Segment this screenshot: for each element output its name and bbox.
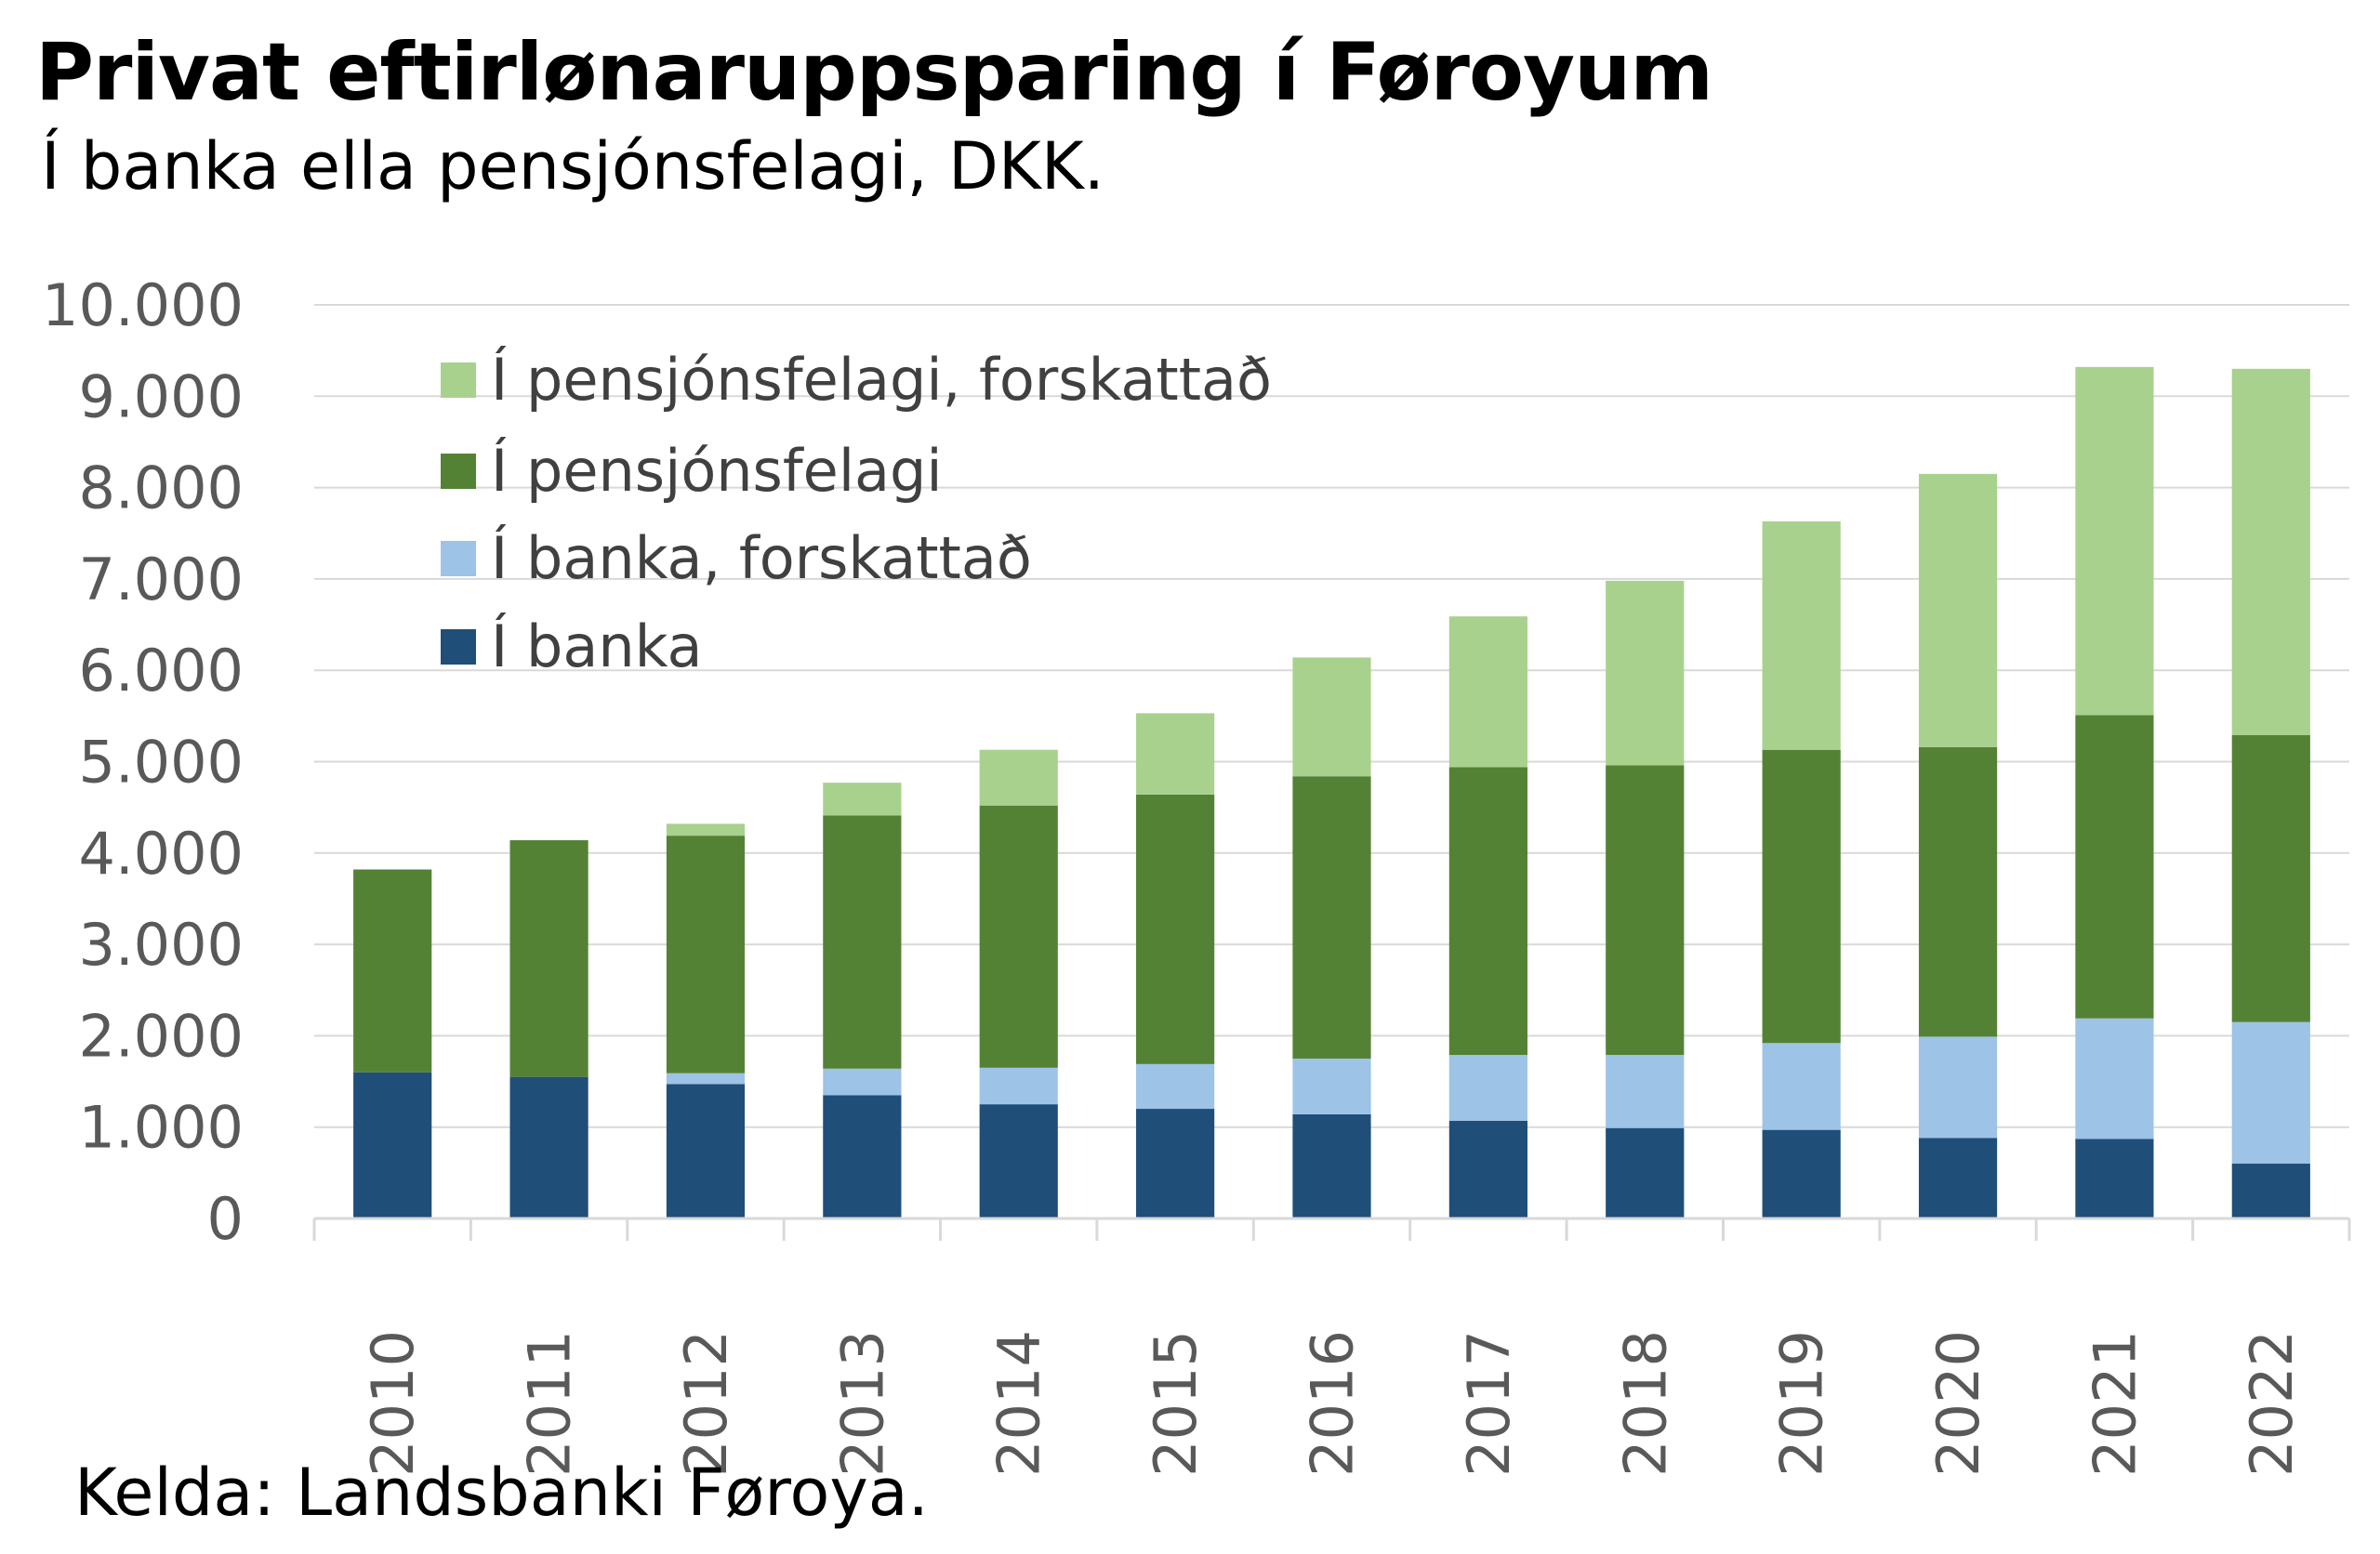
- x-tick-label: 2015: [1142, 1330, 1210, 1477]
- bar-segment: [1762, 749, 1841, 1044]
- y-tick-label: 10.000: [42, 271, 244, 339]
- bar-segment: [979, 1104, 1058, 1218]
- y-tick-label: 5.000: [79, 729, 245, 797]
- bar-segment: [1136, 713, 1215, 795]
- y-tick-label: 3.000: [79, 911, 245, 979]
- bar-segment: [2231, 734, 2310, 1022]
- legend-label: Í pensjónsfelagi: [491, 437, 943, 505]
- x-tick-label: 2019: [1768, 1330, 1836, 1477]
- bar-segment: [2231, 368, 2310, 735]
- bar-segment: [1136, 1063, 1215, 1110]
- bar-segment: [666, 1073, 746, 1085]
- bar-segment: [1448, 767, 1527, 1056]
- bar-segment: [1448, 1055, 1527, 1121]
- bar-segment: [1762, 1129, 1841, 1218]
- x-tick-label: 2014: [985, 1330, 1053, 1477]
- x-tick-label: 2011: [516, 1330, 584, 1477]
- x-tick-label: 2012: [672, 1330, 740, 1477]
- bar-segment: [1918, 746, 1998, 1037]
- bar-segment: [823, 815, 902, 1069]
- legend-swatch: [441, 541, 476, 576]
- legend-swatch: [441, 362, 476, 398]
- bar-segment: [666, 823, 746, 836]
- bar-segment: [1606, 1127, 1685, 1218]
- bar-segment: [823, 1068, 902, 1096]
- chart-subtitle: Í banka ella pensjónsfelagi, DKK.: [41, 128, 1104, 204]
- y-tick-label: 6.000: [79, 637, 245, 705]
- bar-segment: [979, 1067, 1058, 1105]
- y-tick-label: 2.000: [79, 1002, 245, 1070]
- bar-segment: [1136, 1109, 1215, 1218]
- source-note: Kelda: Landsbanki Føroya.: [74, 1455, 929, 1531]
- bar-segment: [353, 869, 432, 1073]
- x-tick-label: 2018: [1611, 1330, 1679, 1477]
- bar-segment: [2075, 366, 2154, 716]
- y-tick-label: 7.000: [79, 546, 245, 613]
- bar-segment: [1606, 765, 1685, 1056]
- bar-segment: [666, 1084, 746, 1218]
- bar-segment: [2231, 1021, 2310, 1165]
- bar-segment: [1448, 616, 1527, 768]
- bar-segment: [1292, 1113, 1371, 1218]
- chart-title: Privat eftirlønaruppsparing í Føroyum: [35, 26, 1713, 119]
- x-tick-label: 2021: [2081, 1330, 2149, 1477]
- bar-segment: [823, 1095, 902, 1218]
- bar-segment: [979, 749, 1058, 806]
- legend-label: Í pensjónsfelagi, forskattað: [491, 346, 1272, 414]
- x-tick-label: 2022: [2238, 1330, 2306, 1477]
- y-tick-label: 4.000: [79, 820, 245, 888]
- x-tick-label: 2010: [359, 1330, 427, 1477]
- bar-segment: [666, 836, 746, 1073]
- x-tick-label: 2020: [1924, 1330, 1992, 1477]
- bar-segment: [979, 805, 1058, 1068]
- bar-segment: [1762, 520, 1841, 750]
- x-tick-label: 2013: [828, 1330, 896, 1477]
- legend-swatch: [441, 454, 476, 489]
- bar-segment: [1292, 776, 1371, 1059]
- bar-segment: [1762, 1043, 1841, 1130]
- x-tick-label: 2016: [1299, 1330, 1367, 1477]
- bar-segment: [1606, 1055, 1685, 1128]
- bar-segment: [1292, 1058, 1371, 1114]
- bar-segment: [509, 840, 588, 1077]
- y-tick-label: 0: [207, 1185, 244, 1253]
- bar-segment: [2075, 715, 2154, 1019]
- bar-segment: [2075, 1018, 2154, 1139]
- x-tick-label: 2017: [1455, 1330, 1523, 1477]
- bar-segment: [1606, 580, 1685, 766]
- bar-segment: [509, 1076, 588, 1218]
- bar-segment: [2231, 1164, 2310, 1218]
- bar-segment: [823, 783, 902, 816]
- bar-segment: [1918, 1036, 1998, 1139]
- bar-segment: [1292, 657, 1371, 777]
- legend-label: Í banka, forskattað: [491, 524, 1032, 592]
- bar-segment: [2075, 1139, 2154, 1218]
- y-tick-label: 9.000: [79, 362, 245, 430]
- legend-label: Í banka: [491, 612, 702, 680]
- bar-segment: [1136, 794, 1215, 1064]
- y-tick-label: 1.000: [79, 1094, 245, 1162]
- y-tick-label: 8.000: [79, 454, 245, 522]
- bar-segment: [1448, 1120, 1527, 1218]
- legend-swatch: [441, 629, 476, 665]
- bar-segment: [1918, 1138, 1998, 1218]
- bar-segment: [353, 1072, 432, 1218]
- bar-segment: [1918, 473, 1998, 747]
